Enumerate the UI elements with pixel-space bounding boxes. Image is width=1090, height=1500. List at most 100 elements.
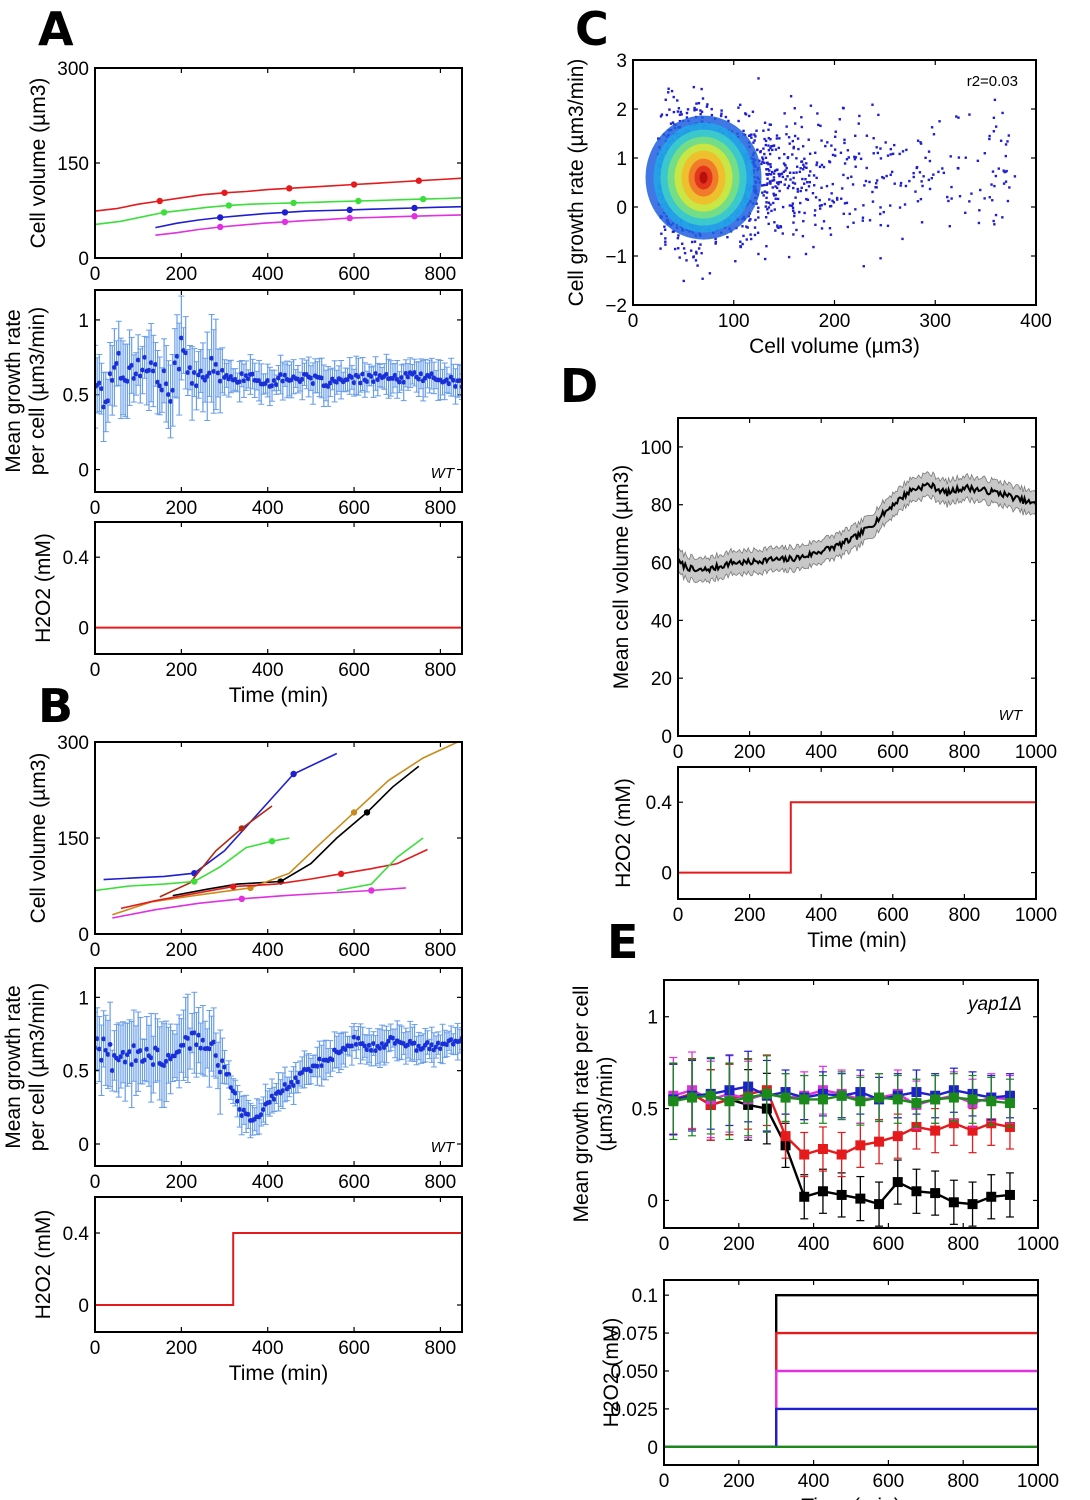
scatter-point — [683, 251, 687, 255]
scatter-point — [833, 135, 837, 138]
scatter-point — [868, 219, 872, 222]
mean-point — [163, 381, 169, 387]
mean-point — [345, 377, 350, 382]
plot-frame — [677, 766, 1037, 900]
mean-point — [444, 377, 450, 383]
y-tick-label: 40 — [651, 611, 672, 632]
mean-point — [448, 1037, 454, 1043]
mean-point — [183, 350, 189, 356]
mean-point — [403, 370, 409, 376]
scatter-point — [990, 183, 993, 186]
x-tick-label: 0 — [90, 660, 101, 681]
scatter-point — [927, 178, 931, 182]
y-tick-label: 0.5 — [63, 386, 89, 407]
x-axis-label: Cell volume (µm3) — [749, 335, 920, 358]
mean-point — [96, 1046, 102, 1052]
scatter-point — [824, 144, 827, 148]
mean-point — [386, 1038, 391, 1044]
scatter-point — [664, 98, 667, 101]
x-tick-label: 800 — [949, 905, 981, 926]
scatter-point — [660, 232, 663, 235]
x-axis-label: Time (min) — [807, 929, 907, 952]
scatter-point — [830, 144, 833, 147]
scatter-point — [785, 133, 788, 136]
x-tick-label: 200 — [723, 1234, 755, 1255]
mean-point — [198, 368, 204, 374]
mean-point — [101, 404, 107, 410]
scatter-point — [760, 184, 764, 187]
scatter-point — [893, 182, 896, 185]
mean-point — [120, 1049, 126, 1055]
y-tick-label: 0 — [78, 249, 89, 270]
mean-point — [330, 1057, 335, 1063]
mean-point — [172, 360, 178, 366]
scatter-point — [799, 167, 802, 170]
mean-point — [267, 1099, 273, 1105]
scatter-point — [701, 97, 705, 100]
scatter-point — [871, 190, 874, 194]
scatter-point — [769, 163, 772, 166]
y-tick-label: −1 — [605, 247, 627, 268]
mean-point — [401, 379, 407, 385]
scatter-point — [997, 167, 1000, 170]
scatter-point — [791, 209, 795, 212]
scatter-point — [768, 152, 772, 156]
x-tick-label: 400 — [1020, 311, 1052, 332]
chart-e-top: 0 200 400 600 800 1000 0 0.5 1 Mean growth rate p… — [570, 979, 1059, 1255]
scatter-point — [750, 133, 753, 136]
mean-point — [446, 381, 452, 387]
scatter-point — [769, 173, 773, 176]
scatter-point — [777, 146, 780, 150]
scatter-point — [796, 187, 799, 191]
plot-frame — [632, 59, 1037, 306]
scatter-point — [786, 186, 790, 190]
scatter-point — [753, 233, 757, 237]
scatter-point — [843, 141, 846, 145]
series-lineage-orange — [112, 742, 459, 916]
scatter-point — [762, 147, 765, 150]
scatter-point — [793, 214, 796, 218]
scatter-point — [793, 182, 797, 185]
x-tick-label: 800 — [425, 660, 457, 681]
scatter-point — [983, 152, 987, 155]
mean-point — [299, 376, 305, 382]
budding-point — [191, 878, 198, 885]
scatter-point — [663, 225, 666, 228]
marker — [668, 1096, 679, 1107]
mean-point — [366, 1042, 372, 1048]
scatter-point — [766, 211, 770, 215]
scatter-point — [659, 115, 663, 118]
y-axis-label: H2O2 (mM) — [32, 1210, 55, 1320]
scatter-point — [785, 166, 788, 170]
scatter-point — [768, 123, 771, 126]
mean-point — [101, 1036, 107, 1042]
scatter-point — [796, 190, 800, 193]
scatter-point — [685, 116, 689, 119]
mean-point — [373, 371, 379, 376]
scatter-point — [786, 156, 789, 160]
scatter-point — [791, 139, 795, 143]
scatter-point — [761, 156, 764, 159]
mean-point — [116, 1057, 122, 1063]
scatter-point — [771, 148, 774, 152]
scatter-point — [879, 157, 883, 160]
scatter-point — [765, 244, 768, 248]
mean-point — [379, 1041, 385, 1047]
scatter-point — [784, 169, 787, 172]
scatter-point — [912, 175, 915, 179]
scatter-point — [877, 113, 880, 117]
h2o2-line-0.025 mM — [664, 1407, 1038, 1448]
scatter-point — [772, 192, 775, 195]
scatter-point — [757, 77, 760, 80]
scatter-point — [818, 198, 821, 202]
scatter-point — [685, 259, 688, 262]
mean-point — [245, 376, 251, 382]
scatter-point — [665, 113, 669, 117]
scatter-point — [708, 272, 712, 275]
mean-point — [412, 1040, 417, 1046]
y-tick-label: 0 — [78, 1296, 89, 1317]
scatter-point — [930, 126, 934, 129]
scatter-point — [766, 177, 769, 180]
x-tick-label: 600 — [338, 940, 370, 961]
scatter-point — [808, 152, 812, 155]
